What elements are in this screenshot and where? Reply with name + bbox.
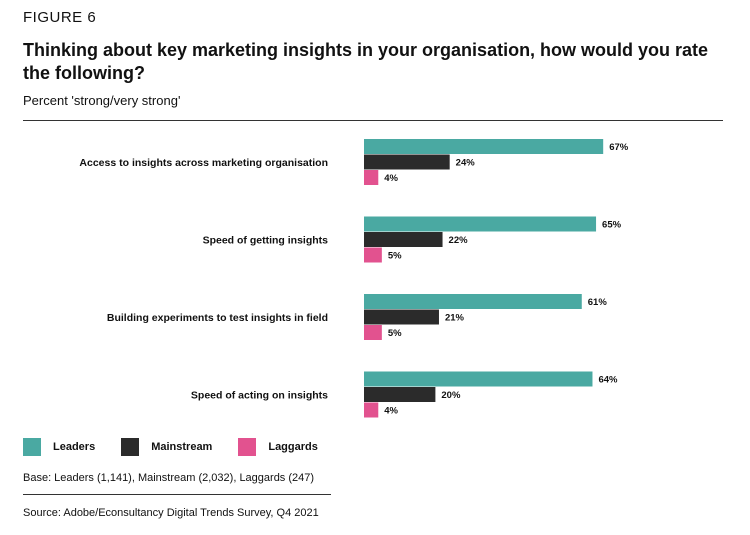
category-label: Speed of acting on insights <box>191 390 328 402</box>
chart-legend: Leaders Mainstream Laggards <box>23 438 344 456</box>
category-label: Building experiments to test insights in… <box>107 312 328 324</box>
bar-leaders <box>364 216 597 232</box>
value-label-mainstream: 24% <box>456 158 476 169</box>
bar-leaders <box>364 371 593 387</box>
source-note: Source: Adobe/Econsultancy Digital Trend… <box>23 507 319 519</box>
bar-mainstream <box>364 309 439 325</box>
figure-label: FIGURE 6 <box>23 9 97 26</box>
value-label-leaders: 65% <box>602 220 622 231</box>
legend-item-leaders: Leaders <box>23 438 95 456</box>
bottom-divider <box>23 494 331 495</box>
category-group-speed-of-getting-insights: Speed of getting insights 65% 22% 5% <box>203 216 622 263</box>
category-label: Access to insights across marketing orga… <box>79 157 328 169</box>
value-label-leaders: 61% <box>588 297 608 308</box>
legend-item-laggards: Laggards <box>238 438 318 456</box>
bar-leaders <box>364 139 604 154</box>
bar-laggards <box>364 325 382 340</box>
value-label-leaders: 64% <box>598 375 618 386</box>
category-group-building-experiments-to-test-insights-in-field: Building experiments to test insights in… <box>107 294 607 340</box>
bar-chart: Access to insights across marketing orga… <box>79 139 629 418</box>
base-note: Base: Leaders (1,141), Mainstream (2,032… <box>23 472 315 484</box>
bar-mainstream <box>364 387 436 402</box>
chart-title: Thinking about key marketing insights in… <box>23 40 709 83</box>
value-label-laggards: 5% <box>388 328 402 339</box>
value-label-laggards: 4% <box>384 406 398 417</box>
legend-swatch <box>238 438 257 456</box>
legend-swatch <box>121 438 140 456</box>
category-label: Speed of getting insights <box>203 235 329 247</box>
value-label-laggards: 5% <box>388 251 402 262</box>
value-label-mainstream: 20% <box>441 390 461 401</box>
value-label-mainstream: 22% <box>449 235 469 246</box>
top-divider <box>23 120 723 121</box>
legend-item-mainstream: Mainstream <box>121 438 212 456</box>
value-label-leaders: 67% <box>609 142 629 153</box>
chart-subtitle: Percent 'strong/very strong' <box>23 93 181 108</box>
value-label-laggards: 4% <box>384 173 398 184</box>
bar-mainstream <box>364 232 443 247</box>
bar-laggards <box>364 402 379 418</box>
category-group-speed-of-acting-on-insights: Speed of acting on insights 64% 20% 4% <box>191 371 618 418</box>
bar-leaders <box>364 294 582 309</box>
legend-label: Leaders <box>53 441 96 453</box>
bar-laggards <box>364 247 382 263</box>
legend-swatch <box>23 438 41 456</box>
value-label-mainstream: 21% <box>445 313 465 324</box>
bar-mainstream <box>364 154 450 170</box>
legend-label: Laggards <box>268 441 318 453</box>
category-group-access-to-insights-across-marketing-organisation: Access to insights across marketing orga… <box>79 139 629 185</box>
bar-laggards <box>364 170 379 185</box>
legend-label: Mainstream <box>151 441 213 453</box>
